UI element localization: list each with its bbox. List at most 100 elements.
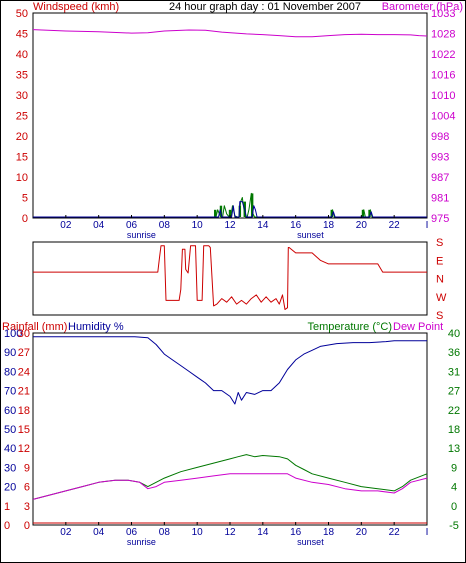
rain-scale-tick-label: 15 [18,424,30,436]
sunset-label: sunset [297,230,324,240]
temp-tick-label: 4 [451,482,457,494]
hour-tick-label: 10 [192,527,204,538]
humidity-tick-label: 90 [4,347,16,359]
hour-tick-label: 16 [290,220,302,231]
temp-tick-label: 40 [448,328,460,340]
baro-tick-label: 993 [431,152,449,164]
rain-axis-title: Rainfall (mm) [2,321,67,333]
hour-tick-label: 04 [93,527,105,538]
wind-tick-label: 45 [16,29,28,41]
wind-tick-label: 0 [22,213,28,225]
temp-tick-label: 22 [448,405,460,417]
windspeed-series-line [33,192,427,218]
temp-tick-label: 27 [448,386,460,398]
rain-scale-tick-label: 30 [18,328,30,340]
humidity-tick-label: 40 [4,443,16,455]
temp-tick-label: 31 [448,366,460,378]
rain-humidity-temp-plot: 1098765432101009080706050403020100302724… [4,328,460,547]
rain-scale-tick-label: 12 [18,443,30,455]
rain-tick-label: 1 [4,501,10,513]
humidity-tick-label: 70 [4,386,16,398]
hour-tick-label: 14 [257,220,269,231]
direction-tick-label: W [436,292,447,304]
humidity-tick-label: 60 [4,405,16,417]
sunrise-label: sunrise [127,230,156,240]
wind-tick-label: 10 [16,172,28,184]
wind-tick-label: 15 [16,152,28,164]
dewpoint-series-line [32,473,428,500]
baro-tick-label: 1004 [431,111,455,123]
wind-tick-label: 35 [16,70,28,82]
baro-tick-label: 1028 [431,29,455,41]
hour-tick-label: 02 [60,220,72,231]
hour-tick-label-end: I [426,527,429,538]
baro-tick-label: 1010 [431,90,455,102]
rain-scale-tick-label: 9 [24,462,30,474]
temp-tick-label: 13 [448,443,460,455]
baro-tick-label: 1016 [431,70,455,82]
hour-tick-label: 08 [159,220,171,231]
humidity-tick-label: 30 [4,462,16,474]
sunset-label: sunset [297,537,324,547]
wind-tick-label: 5 [22,193,28,205]
hour-tick-label: 12 [224,527,236,538]
barometer-series-line [32,29,428,38]
hour-tick-label: 18 [323,527,335,538]
direction-tick-label: S [436,237,443,249]
hour-tick-label: 22 [389,220,401,231]
humidity-axis-title: Humidity % [68,321,124,333]
temp-tick-label: 36 [448,347,460,359]
hour-tick-label-end: I [426,220,429,231]
direction-tick-label: S [436,310,443,322]
humidity-tick-label: 50 [4,424,16,436]
temp-tick-label: 9 [451,462,457,474]
temp-axis-title: Temperature (°C) [308,321,392,333]
wind-bar [228,209,232,217]
temp-tick-label: 18 [448,424,460,436]
wind-baro-plot: 5045403530252015105010331028102210161010… [16,8,456,240]
direction-tick-label: N [436,274,444,286]
rain-scale-tick-label: 21 [18,386,30,398]
plot-frame [32,241,428,316]
sunrise-label: sunrise [127,537,156,547]
hour-tick-label: 18 [323,220,335,231]
direction-tick-label: E [436,255,443,267]
gust-series-line [33,201,427,218]
baro-tick-label: 981 [431,193,449,205]
wind-bar [214,209,217,217]
rain-scale-tick-label: 3 [24,501,30,513]
baro-tick-label: 1033 [431,8,455,20]
rain-scale-tick-label: 6 [24,482,30,494]
rain-scale-tick-label: 27 [18,347,30,359]
wind-tick-label: 30 [16,90,28,102]
wind-direction-series-line [33,245,427,310]
rain-tick-label: 0 [4,520,10,532]
baro-tick-label: 998 [431,131,449,143]
wind-tick-label: 20 [16,131,28,143]
chart-title: 24 hour graph day : 01 November 2007 [169,1,361,13]
humidity-tick-label: 100 [4,328,22,340]
humidity-tick-label: 80 [4,366,16,378]
humidity-series-line [33,336,427,405]
hour-tick-label: 02 [60,527,72,538]
wind-tick-label: 40 [16,49,28,61]
temp-tick-label: -5 [449,520,459,532]
wind-axis-title: Windspeed (kmh) [33,1,119,13]
humidity-tick-label: 20 [4,482,16,494]
hour-tick-label: 12 [224,220,236,231]
baro-tick-label: 987 [431,172,449,184]
baro-tick-label: 1022 [431,49,455,61]
hour-tick-label: 08 [159,527,171,538]
rain-scale-tick-label: 24 [18,366,30,378]
wind-tick-label: 25 [16,111,28,123]
hour-tick-label: 20 [356,527,368,538]
hour-tick-label: 06 [126,527,138,538]
baro-axis-title: Barometer (hPa) [382,1,463,13]
rain-scale-tick-label: 18 [18,405,30,417]
hour-tick-label: 22 [389,527,401,538]
dewpoint-axis-title: Dew Point [393,321,443,333]
